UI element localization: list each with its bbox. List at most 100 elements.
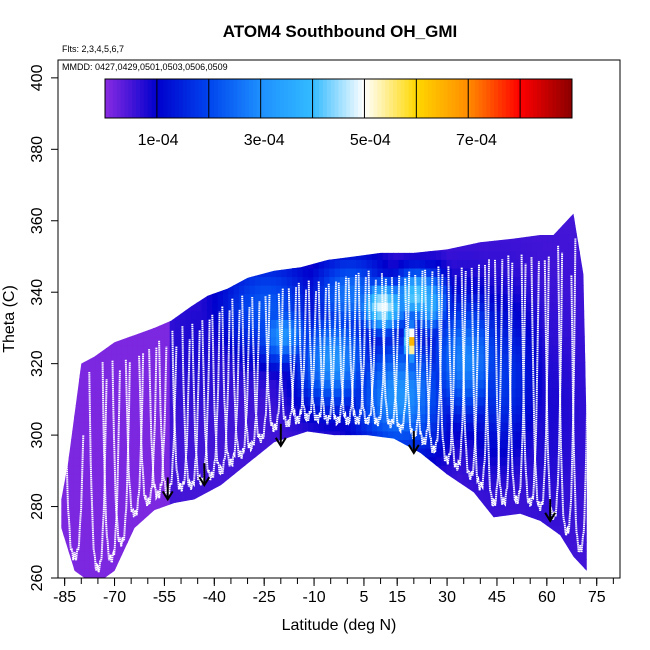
heatmap-cell — [286, 267, 293, 278]
heatmap-cell — [371, 559, 378, 569]
heatmap-cell — [393, 336, 400, 346]
heatmap-cell — [84, 507, 91, 518]
heatmap-cell — [286, 525, 293, 535]
heatmap-cell — [228, 413, 235, 423]
heatmap-cell — [148, 199, 154, 208]
heatmap-cell — [164, 568, 171, 578]
heatmap-cell — [414, 550, 421, 561]
colorbar-swatch — [373, 79, 378, 118]
heatmap-cell — [382, 379, 389, 389]
heatmap-cell — [371, 456, 378, 466]
heatmap-cell — [175, 439, 181, 449]
heatmap-cell — [137, 353, 144, 363]
heatmap-cell — [244, 473, 251, 483]
bottom-arrow — [407, 430, 420, 455]
heatmap-cell — [510, 413, 517, 423]
heatmap-cell — [73, 422, 80, 432]
heatmap-cell — [132, 225, 139, 235]
heatmap-cell — [377, 345, 384, 355]
heatmap-cell — [116, 302, 123, 312]
heatmap-cell — [409, 327, 416, 338]
heatmap-cell — [238, 225, 245, 235]
heatmap-cell — [371, 267, 378, 278]
heatmap-cell — [520, 213, 527, 218]
heatmap-cell — [318, 516, 325, 526]
heatmap-cell — [73, 430, 80, 440]
colorbar-swatch — [248, 79, 254, 118]
heatmap-cell — [526, 250, 533, 260]
heatmap-cell — [61, 516, 64, 526]
heatmap-cell — [292, 465, 299, 475]
heatmap-cell — [244, 216, 251, 226]
heatmap-cell — [324, 327, 330, 338]
heatmap-cell — [68, 293, 75, 303]
heatmap-cell — [191, 456, 197, 466]
heatmap-cell — [350, 533, 357, 543]
heatmap-cell — [382, 559, 389, 569]
heatmap-cell — [547, 413, 554, 423]
heatmap-cell — [334, 267, 341, 278]
heatmap-cell — [382, 362, 389, 372]
heatmap-cell — [329, 310, 336, 320]
colorbar-swatch — [112, 79, 118, 118]
heatmap-cell — [153, 285, 160, 295]
heatmap-cell — [68, 405, 75, 415]
heatmap-cell — [531, 559, 538, 569]
heatmap-cell — [547, 216, 554, 226]
heatmap-cell — [473, 490, 479, 500]
colorbar-swatch — [513, 79, 519, 118]
heatmap-cell — [531, 233, 538, 243]
heatmap-cell — [520, 516, 527, 526]
colorbar-swatch — [241, 79, 246, 118]
heatmap-cell — [558, 482, 565, 492]
heatmap-cell — [457, 533, 463, 543]
heatmap-cell — [228, 293, 235, 303]
heatmap-cell — [61, 405, 64, 415]
heatmap-cell — [196, 233, 203, 243]
heatmap-cell — [446, 267, 453, 278]
heatmap-cell — [531, 293, 538, 303]
heatmap-cell — [191, 499, 197, 509]
heatmap-cell — [143, 293, 150, 303]
heatmap-cell — [579, 267, 586, 278]
heatmap-cell — [393, 302, 400, 312]
heatmap-cell — [462, 542, 469, 552]
heatmap-cell — [547, 345, 554, 355]
heatmap-cell — [244, 327, 251, 338]
heatmap-cell — [382, 259, 389, 269]
heatmap-cell — [409, 542, 416, 552]
heatmap-cell — [180, 213, 187, 218]
heatmap-cell — [329, 482, 336, 492]
heatmap-cell — [563, 447, 570, 458]
heatmap-cell — [483, 482, 490, 492]
heatmap-cell — [308, 353, 314, 363]
heatmap-cell — [419, 499, 426, 509]
heatmap-cell — [270, 465, 277, 475]
heatmap-cell — [281, 345, 288, 355]
heatmap-cell — [483, 216, 490, 226]
heatmap-cell — [515, 550, 522, 561]
heatmap-cell — [334, 327, 341, 338]
heatmap-cell — [105, 559, 112, 569]
heatmap-cell — [143, 310, 150, 320]
heatmap-cell — [483, 473, 490, 483]
heatmap-cell — [238, 413, 245, 423]
heatmap-cell — [61, 559, 64, 569]
heatmap-cell — [297, 516, 304, 526]
heatmap-cell — [308, 490, 314, 500]
heatmap-cell — [254, 482, 261, 492]
heatmap-cell — [100, 276, 107, 286]
heatmap-cell — [276, 336, 283, 346]
heatmap-cell — [270, 405, 277, 415]
colorbar-swatch — [210, 79, 215, 118]
heatmap-cell — [212, 302, 219, 312]
heatmap-cell — [228, 396, 235, 406]
heatmap-cell — [515, 396, 522, 406]
heatmap-cell — [457, 490, 463, 500]
heatmap-cell — [196, 542, 203, 552]
heatmap-cell — [233, 542, 240, 552]
heatmap-cell — [265, 225, 272, 235]
heatmap-cell — [425, 345, 432, 355]
heatmap-cell — [111, 516, 118, 526]
heatmap-cell — [499, 525, 506, 535]
